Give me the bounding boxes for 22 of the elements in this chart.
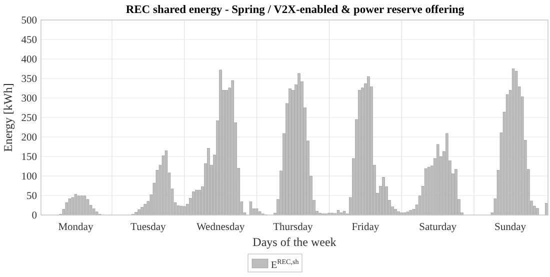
y-tick-label: 500	[21, 16, 37, 27]
y-tick-label: 250	[21, 113, 37, 124]
x-axis-title: Days of the week	[252, 235, 336, 249]
x-tick-label: Wednesday	[196, 222, 246, 233]
x-tick-label: Saturday	[419, 222, 458, 233]
y-axis-title: Energy [kWh]	[1, 83, 15, 152]
y-tick-label: 350	[21, 74, 37, 86]
y-tick-label: 300	[21, 94, 37, 105]
x-tick-label: Monday	[58, 222, 94, 233]
y-tick-label: 100	[21, 172, 37, 183]
y-tick-label: 200	[21, 132, 37, 144]
y-tick-label: 450	[21, 35, 37, 46]
legend-label: E$^{REC,sh}$	[271, 258, 300, 271]
x-tick-label: Friday	[352, 222, 380, 233]
y-tick-label: 0	[32, 210, 37, 222]
y-tick-label: 150	[21, 152, 37, 164]
x-tick-label: Tuesday	[130, 222, 166, 233]
x-tick-label: Sunday	[494, 222, 527, 233]
chart-title: REC shared energy - Spring / V2X-enabled & power reserve offering	[126, 4, 464, 16]
x-tick-label: Thursday	[273, 222, 314, 233]
y-tick-label: 50	[26, 191, 37, 202]
y-tick-label: 400	[21, 54, 37, 66]
